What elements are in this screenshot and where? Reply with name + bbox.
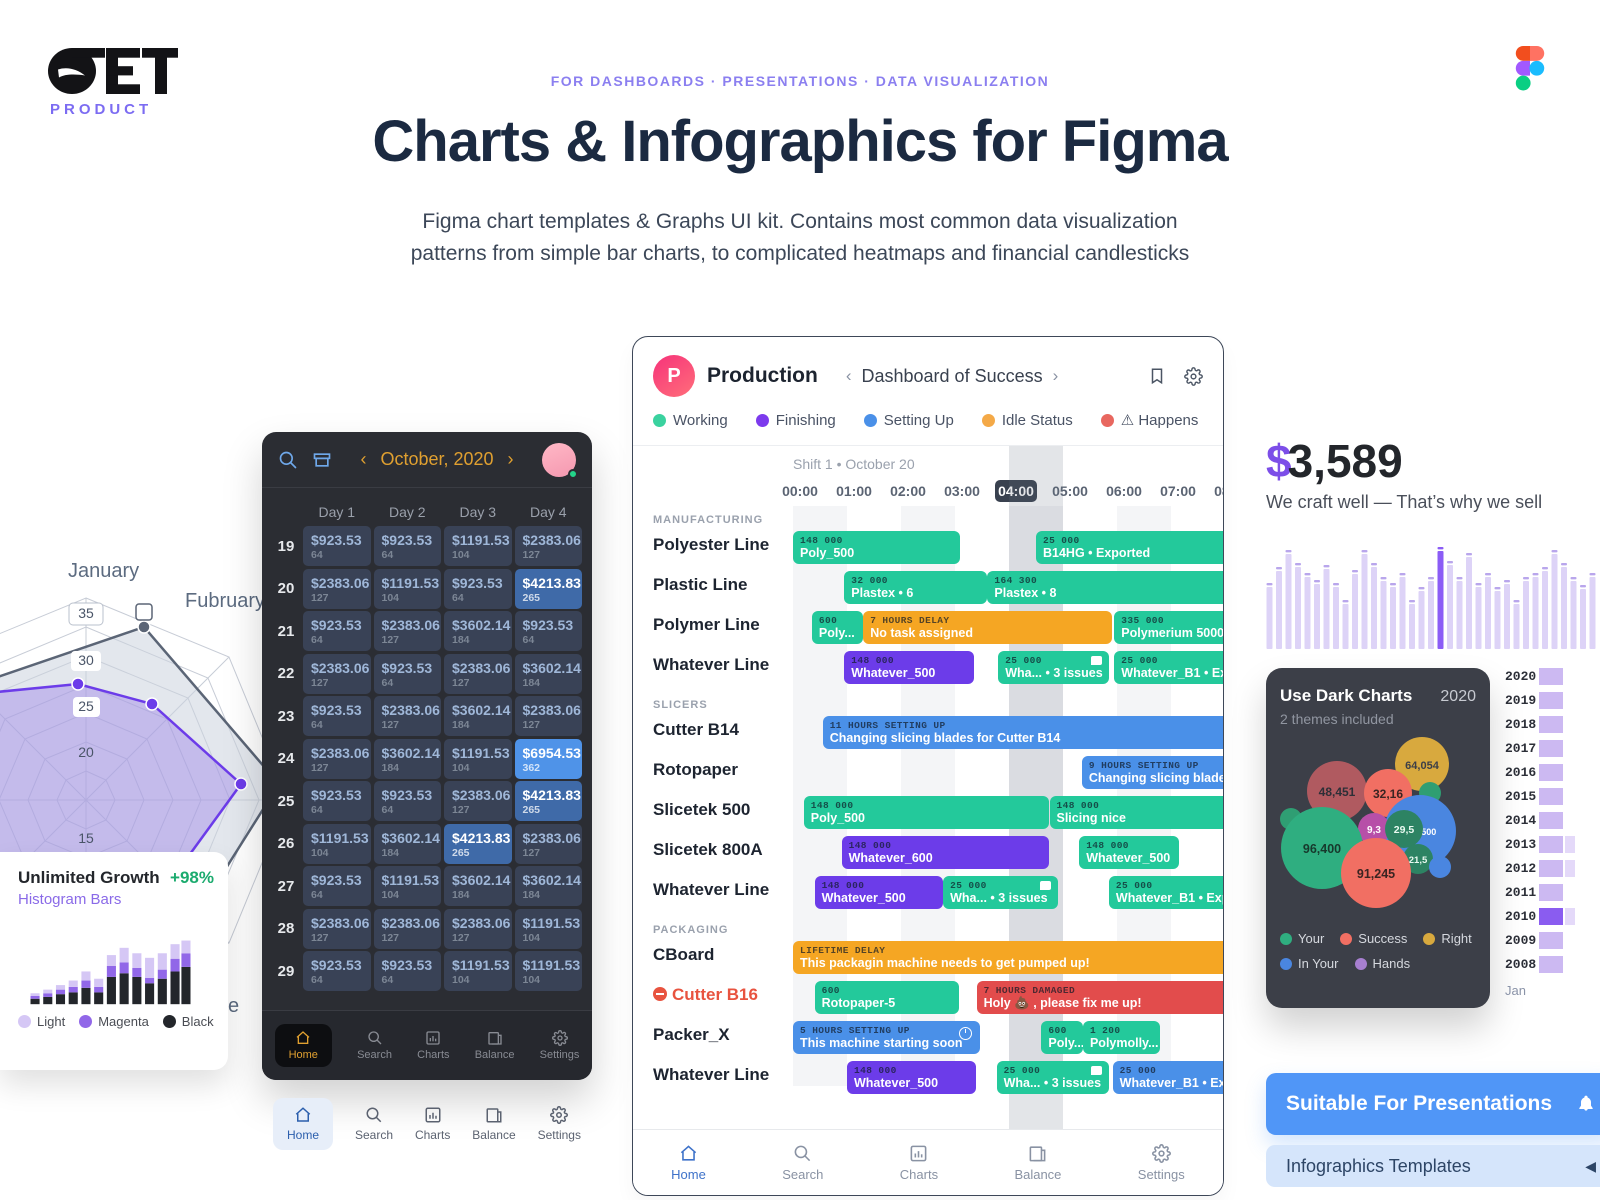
svg-text:64,054: 64,054 — [1405, 760, 1440, 772]
svg-text:9,3: 9,3 — [1367, 825, 1381, 836]
svg-text:20: 20 — [78, 744, 94, 760]
svg-text:91,245: 91,245 — [1357, 867, 1395, 881]
svg-text:32,16: 32,16 — [1373, 787, 1403, 801]
svg-text:21,5: 21,5 — [1409, 855, 1428, 866]
svg-text:January: January — [68, 560, 139, 582]
svg-text:15: 15 — [78, 830, 94, 846]
svg-text:30: 30 — [78, 652, 94, 668]
svg-text:29,5: 29,5 — [1394, 824, 1415, 836]
svg-text:35: 35 — [78, 605, 94, 621]
svg-text:25: 25 — [78, 698, 94, 714]
svg-text:e: e — [228, 995, 239, 1015]
svg-text:Fubruary: Fubruary — [185, 590, 265, 612]
svg-text:48,451: 48,451 — [1319, 785, 1356, 799]
svg-text:96,400: 96,400 — [1303, 842, 1341, 856]
